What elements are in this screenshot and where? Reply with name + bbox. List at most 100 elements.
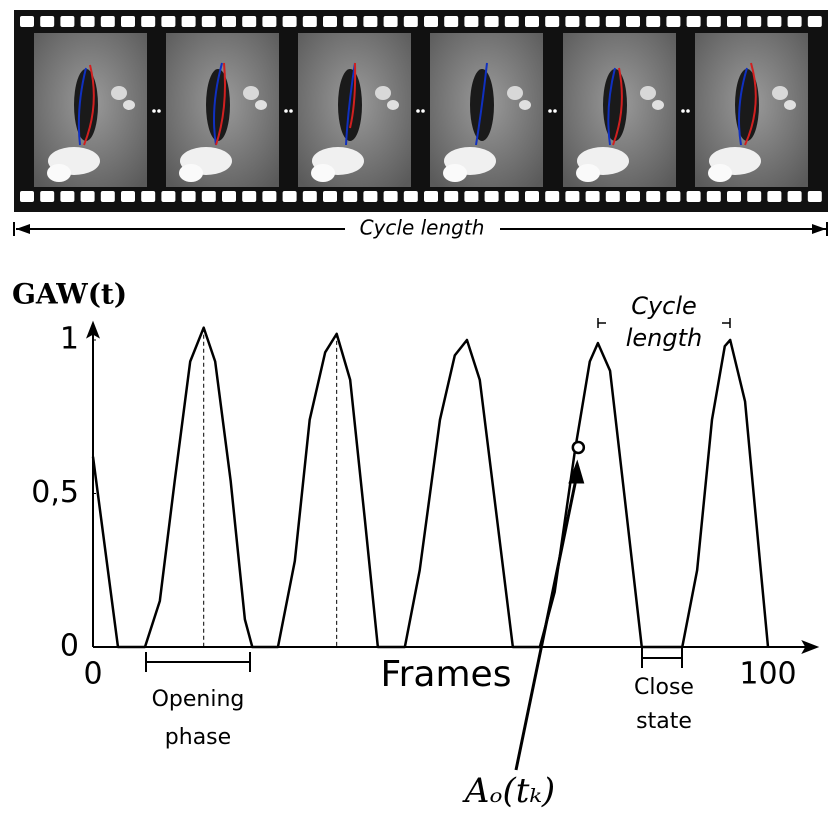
film-hole (585, 191, 600, 202)
y-tick-label: 0,5 (31, 475, 79, 510)
frames (34, 33, 808, 187)
film-hole (504, 16, 519, 27)
film-hole (302, 16, 317, 27)
film-hole (20, 16, 34, 27)
pointer-arrowhead (568, 459, 585, 484)
film-hole (424, 16, 438, 27)
film-hole (343, 191, 358, 202)
film-hole (161, 191, 176, 202)
film-hole (747, 16, 762, 27)
film-hole (444, 191, 459, 202)
film-hole (646, 191, 661, 202)
film-hole (121, 16, 135, 27)
film-hole (40, 191, 55, 202)
film-hole (525, 191, 539, 202)
cycle-length-label: Cycle length (626, 292, 703, 352)
film-hole (403, 191, 418, 202)
film-hole (565, 16, 580, 27)
film-hole (323, 191, 337, 202)
highlight-point (571, 440, 586, 455)
film-hole (100, 191, 115, 202)
film-hole (706, 191, 721, 202)
film-hole (484, 16, 499, 27)
film-hole (545, 16, 560, 27)
film-hole (201, 16, 216, 27)
film-hole (767, 16, 782, 27)
film-hole (161, 16, 176, 27)
film-hole (424, 191, 438, 202)
film-hole (181, 16, 196, 27)
film-hole (363, 191, 378, 202)
x-axis-arrow (801, 640, 820, 654)
film-hole (504, 191, 519, 202)
film-hole (666, 16, 681, 27)
brackets (145, 318, 731, 672)
film-hole (60, 191, 75, 202)
film-hole (363, 16, 378, 27)
film-hole (787, 191, 802, 202)
film-hole (464, 191, 479, 202)
opening-label: Opening phase (152, 687, 245, 750)
point-label: Aₒ(tₖ) (462, 771, 555, 811)
x-tick-label: 100 (739, 657, 796, 692)
film-hole (767, 191, 782, 202)
film-hole (565, 191, 580, 202)
film-hole (706, 16, 721, 27)
x-tick-label: 0 (83, 657, 102, 692)
film-hole (525, 16, 539, 27)
film-hole (605, 16, 620, 27)
film-strip (14, 10, 828, 212)
film-cycle-arrow (13, 222, 828, 236)
film-hole (626, 191, 640, 202)
film-hole (383, 16, 398, 27)
film-hole (40, 16, 55, 27)
y-axis-label: GAW(t) (12, 278, 127, 311)
x-axis-label: Frames (381, 654, 512, 695)
film-hole (141, 191, 156, 202)
film-hole (686, 16, 701, 27)
cycle-line: Cycle (631, 292, 697, 320)
pointer-arrow (514, 477, 578, 771)
film-hole (181, 191, 196, 202)
film-hole (302, 191, 317, 202)
film-hole (787, 16, 802, 27)
film-hole (545, 191, 560, 202)
film-cycle-label: Cycle length (360, 216, 485, 240)
film-hole (100, 16, 115, 27)
cycle-line: length (626, 324, 703, 352)
film-hole (222, 16, 236, 27)
film-hole (222, 191, 236, 202)
film-hole (60, 16, 75, 27)
film-hole (484, 191, 499, 202)
film-hole (747, 191, 762, 202)
film-hole (626, 16, 640, 27)
film-hole (464, 16, 479, 27)
film-hole (323, 16, 337, 27)
film-hole (727, 191, 741, 202)
y-tick-label: 0 (60, 629, 79, 664)
film-hole (262, 191, 277, 202)
y-tick-label: 1 (60, 322, 79, 357)
film-hole (605, 191, 620, 202)
film-hole (383, 191, 398, 202)
film-hole (262, 16, 277, 27)
film-hole (686, 191, 701, 202)
film-hole (727, 16, 741, 27)
film-hole (80, 191, 95, 202)
film-hole (666, 191, 681, 202)
film-hole (282, 16, 297, 27)
y-axis-arrow (86, 320, 100, 339)
film-hole (141, 16, 156, 27)
film-background (14, 10, 828, 212)
film-hole (242, 191, 257, 202)
film-hole (807, 191, 822, 202)
film-hole (403, 16, 418, 27)
close-label: Close state (634, 675, 694, 734)
film-hole (585, 16, 600, 27)
film-hole (20, 191, 34, 202)
film-hole (444, 16, 459, 27)
film-hole (80, 16, 95, 27)
film-hole (343, 16, 358, 27)
film-hole (201, 191, 216, 202)
